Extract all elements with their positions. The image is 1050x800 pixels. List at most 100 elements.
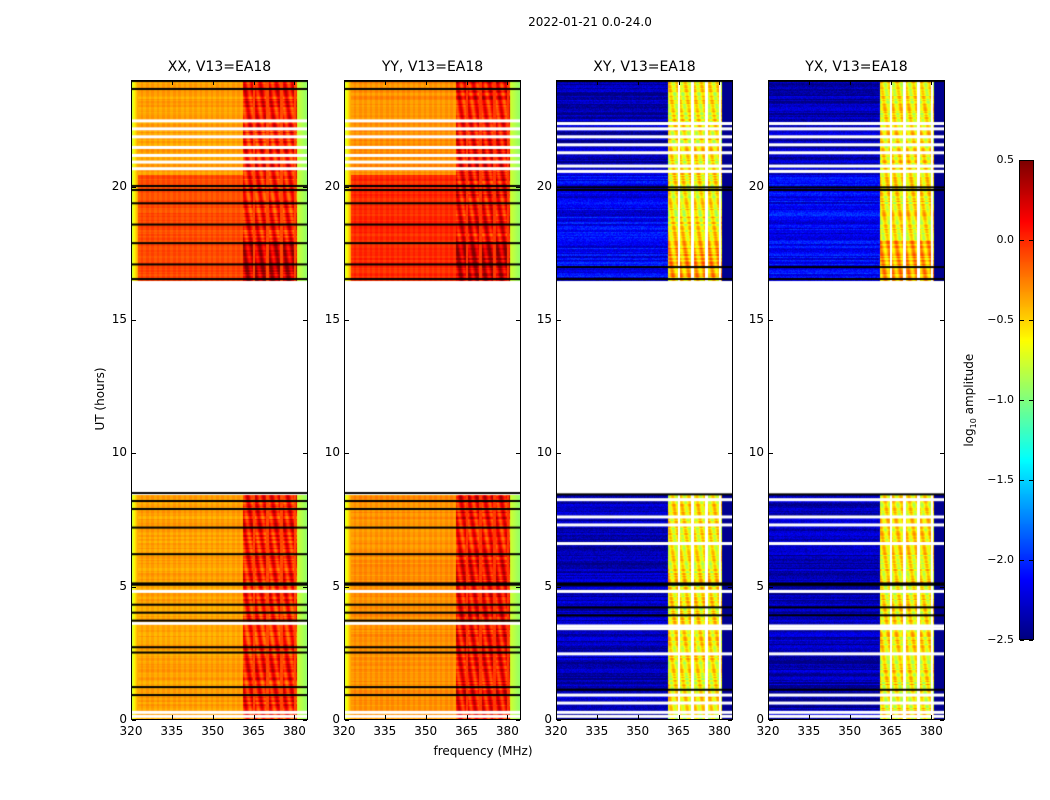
x-tick-label: 365: [879, 724, 902, 738]
heatmap-panel-yx: [768, 80, 945, 720]
y-tick-mark: [940, 453, 944, 455]
y-tick-mark: [728, 453, 732, 455]
x-tick-mark: [768, 81, 769, 85]
x-tick-mark: [131, 81, 132, 85]
colorbar-tick-mark: [1029, 320, 1033, 321]
colorbar-tick-mark: [1029, 240, 1033, 241]
colorbar-tick-mark: [1029, 160, 1033, 161]
x-tick-mark: [768, 715, 769, 719]
y-tick-mark: [557, 186, 561, 188]
x-tick-label: 335: [585, 724, 609, 738]
colorbar-tick-label: 0.5: [996, 153, 1015, 166]
x-tick-mark: [212, 715, 214, 719]
colorbar-gradient: [1020, 161, 1033, 639]
x-tick-label: 380: [707, 724, 731, 738]
y-tick-mark: [516, 453, 520, 455]
y-tick-mark: [345, 320, 349, 321]
colorbar-tick-mark: [1020, 320, 1024, 321]
x-axis-label: frequency (MHz): [433, 744, 533, 758]
x-tick-mark: [596, 81, 598, 85]
x-tick-mark: [678, 81, 680, 85]
heatmap-panel-xy: [556, 80, 733, 720]
y-tick-mark: [345, 453, 349, 455]
x-tick-mark: [466, 715, 468, 719]
y-tick-label: 0: [756, 712, 764, 726]
x-tick-mark: [637, 81, 639, 85]
x-tick-label: 380: [919, 724, 943, 738]
y-tick-label: 10: [536, 445, 552, 460]
y-tick-mark: [303, 186, 307, 188]
y-tick-label: 5: [756, 578, 764, 593]
x-tick-mark: [890, 81, 892, 85]
x-tick-mark: [849, 81, 851, 85]
x-tick-label: 350: [201, 724, 225, 738]
y-tick-mark: [940, 720, 944, 721]
y-axis-label: UT (hours): [93, 367, 107, 431]
x-tick-mark: [808, 715, 810, 719]
y-tick-mark: [132, 320, 136, 321]
y-tick-label: 5: [119, 578, 127, 593]
x-tick-mark: [212, 81, 214, 85]
y-tick-mark: [769, 186, 773, 188]
y-tick-mark: [728, 720, 732, 721]
x-tick-mark: [931, 81, 933, 85]
colorbar-tick-mark: [1029, 640, 1033, 641]
x-tick-mark: [719, 81, 721, 85]
x-tick-label: 380: [495, 724, 519, 738]
colorbar-tick-mark: [1020, 400, 1024, 401]
y-tick-mark: [132, 720, 136, 721]
x-tick-mark: [425, 81, 427, 85]
y-tick-mark: [516, 586, 520, 588]
x-tick-mark: [344, 715, 345, 719]
colorbar-tick-mark: [1029, 400, 1033, 401]
colorbar-tick-label: −2.5: [987, 633, 1014, 646]
y-tick-mark: [132, 586, 136, 588]
y-tick-mark: [345, 186, 349, 188]
x-tick-mark: [507, 81, 509, 85]
x-tick-label: 350: [626, 724, 650, 738]
x-tick-label: 350: [838, 724, 862, 738]
y-tick-mark: [769, 586, 773, 588]
colorbar-label-log: log: [961, 428, 976, 447]
x-tick-mark: [931, 715, 933, 719]
y-tick-mark: [557, 720, 561, 721]
x-tick-mark: [384, 715, 386, 719]
colorbar-tick-mark: [1020, 560, 1024, 561]
y-tick-mark: [557, 453, 561, 455]
x-tick-label: 365: [455, 724, 478, 738]
x-tick-label: 320: [756, 724, 780, 738]
y-tick-mark: [516, 720, 520, 721]
colorbar-tick-mark: [1029, 560, 1033, 561]
x-tick-mark: [171, 715, 173, 719]
heatmap-panel-xx: [131, 80, 308, 720]
x-tick-label: 350: [414, 724, 438, 738]
heatmap-xy: [557, 81, 732, 719]
y-tick-label: 20: [111, 178, 127, 193]
colorbar-label-rest: amplitude: [961, 353, 976, 419]
x-tick-mark: [384, 81, 386, 85]
y-tick-mark: [303, 720, 307, 721]
y-tick-mark: [303, 586, 307, 588]
y-tick-mark: [769, 453, 773, 455]
y-tick-mark: [769, 320, 773, 321]
x-tick-mark: [637, 715, 639, 719]
y-tick-label: 0: [332, 712, 340, 726]
colorbar-tick-label: −0.5: [987, 313, 1014, 326]
x-tick-label: 335: [797, 724, 821, 738]
y-tick-mark: [728, 320, 732, 321]
colorbar-tick-label: −1.5: [987, 473, 1014, 486]
y-tick-label: 15: [748, 312, 764, 326]
x-tick-mark: [294, 81, 296, 85]
x-tick-mark: [556, 81, 557, 85]
x-tick-mark: [344, 81, 345, 85]
y-tick-mark: [516, 320, 520, 321]
x-tick-label: 335: [160, 724, 184, 738]
colorbar-label-sub: 10: [969, 418, 979, 429]
x-tick-mark: [171, 81, 173, 85]
x-tick-mark: [849, 715, 851, 719]
y-tick-label: 0: [119, 712, 127, 726]
colorbar-tick-label: −1.0: [987, 393, 1014, 406]
y-tick-mark: [303, 320, 307, 321]
x-tick-label: 365: [667, 724, 690, 738]
